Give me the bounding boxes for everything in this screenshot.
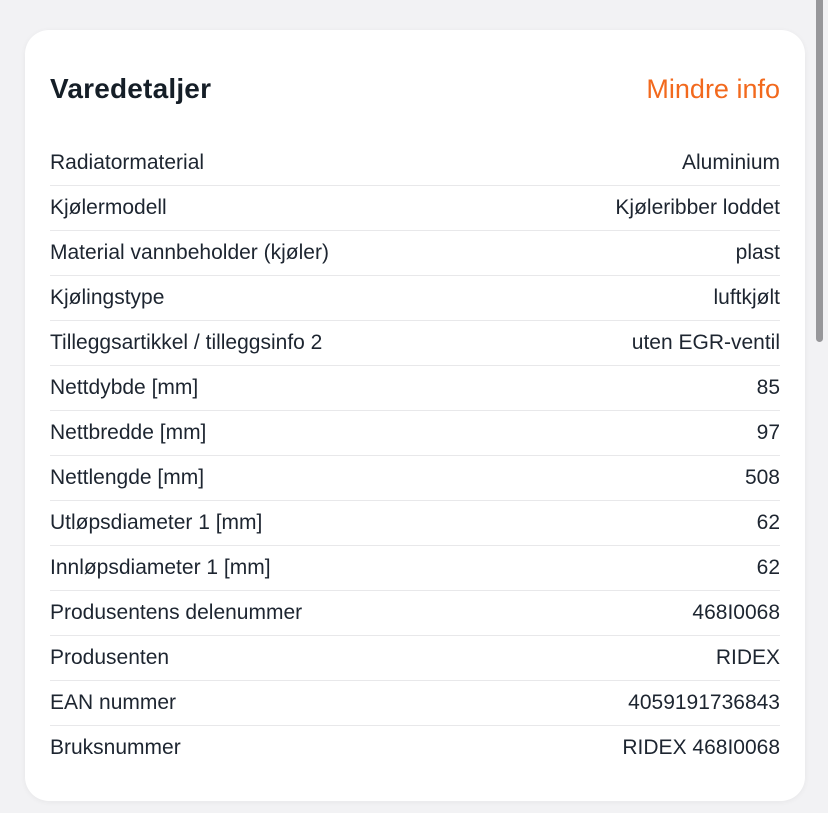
spec-row: Bruksnummer RIDEX 468I0068	[50, 726, 780, 770]
spec-row: Nettlengde [mm] 508	[50, 456, 780, 501]
spec-row: Utløpsdiameter 1 [mm] 62	[50, 501, 780, 546]
spec-label: Material vannbeholder (kjøler)	[50, 241, 329, 264]
spec-row: Tilleggsartikkel / tilleggsinfo 2 uten EG…	[50, 321, 780, 366]
spec-value: RIDEX 468I0068	[622, 736, 780, 759]
spec-rows: Radiatormaterial Aluminium Kjølermodell Kjø…	[50, 141, 780, 770]
spec-label: Innløpsdiameter 1 [mm]	[50, 556, 271, 579]
spec-value: 85	[756, 376, 780, 399]
spec-row: Nettbredde [mm] 97	[50, 411, 780, 456]
spec-label: Kjølermodell	[50, 196, 167, 219]
spec-label: Produsentens delenummer	[50, 601, 303, 624]
spec-value: luftkjølt	[713, 286, 780, 309]
spec-value: 97	[756, 421, 780, 444]
less-info-link[interactable]: Mindre info	[646, 74, 780, 104]
spec-label: Utløpsdiameter 1 [mm]	[50, 511, 263, 534]
scrollbar-thumb[interactable]	[816, 0, 823, 342]
spec-value: 4059191736843	[628, 691, 780, 714]
card-header: Varedetaljer Mindre info	[50, 72, 780, 106]
spec-value: 468I0068	[692, 601, 780, 624]
spec-label: Nettbredde [mm]	[50, 421, 207, 444]
page-title: Varedetaljer	[50, 73, 212, 104]
spec-label: Bruksnummer	[50, 736, 181, 759]
spec-value: 62	[756, 511, 780, 534]
spec-row: Radiatormaterial Aluminium	[50, 141, 780, 186]
spec-label: Radiatormaterial	[50, 151, 205, 174]
spec-value: plast	[735, 241, 780, 264]
spec-label: Produsenten	[50, 646, 170, 669]
spec-value: Kjøleribber loddet	[615, 196, 780, 219]
spec-label: Nettlengde [mm]	[50, 466, 205, 489]
spec-label: Nettdybde [mm]	[50, 376, 199, 399]
spec-label: EAN nummer	[50, 691, 177, 714]
spec-row: Innløpsdiameter 1 [mm] 62	[50, 546, 780, 591]
spec-value: 508	[744, 466, 780, 489]
spec-label: Kjølingstype	[50, 286, 165, 309]
spec-value: 62	[756, 556, 780, 579]
product-details-card: Varedetaljer Mindre info Radiatormateria…	[25, 30, 805, 801]
spec-row: Nettdybde [mm] 85	[50, 366, 780, 411]
spec-label: Tilleggsartikkel / tilleggsinfo 2	[50, 331, 323, 354]
spec-row: Material vannbeholder (kjøler) plast	[50, 231, 780, 276]
spec-value: Aluminium	[681, 151, 780, 174]
spec-value: RIDEX	[715, 646, 780, 669]
spec-row: Kjølermodell Kjøleribber loddet	[50, 186, 780, 231]
spec-row: Kjølingstype luftkjølt	[50, 276, 780, 321]
spec-row: Produsentens delenummer 468I0068	[50, 591, 780, 636]
spec-row: EAN nummer 4059191736843	[50, 681, 780, 726]
spec-value: uten EGR-ventil	[631, 331, 780, 354]
spec-row: Produsenten RIDEX	[50, 636, 780, 681]
